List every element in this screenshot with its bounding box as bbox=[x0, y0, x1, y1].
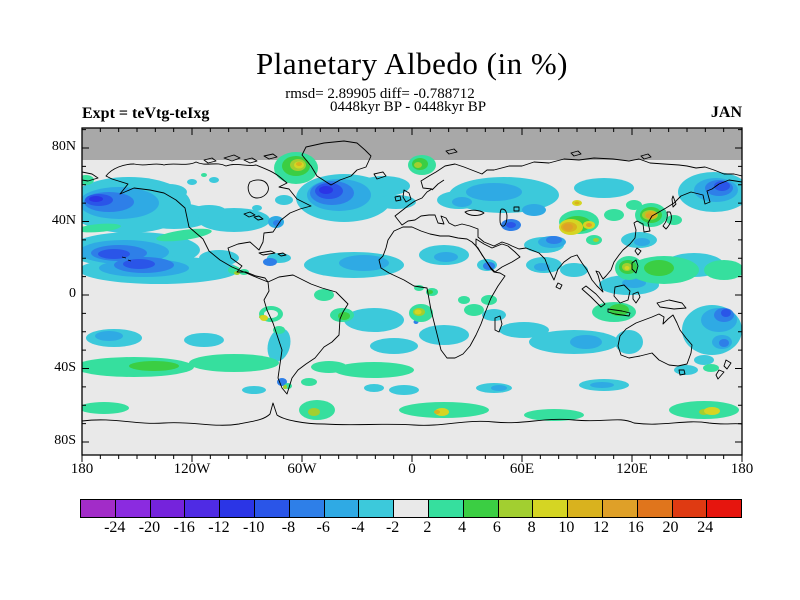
colorbar-segment bbox=[636, 500, 672, 517]
colorbar-tick-label: -4 bbox=[351, 519, 365, 536]
greenland-coast bbox=[301, 140, 372, 186]
colorbar-segment bbox=[219, 500, 254, 517]
world-map-svg bbox=[81, 127, 743, 462]
stats-line: rmsd= 2.89905 diff= -0.788712 bbox=[285, 86, 475, 102]
baltic-gulf bbox=[431, 179, 445, 191]
south-america-coast bbox=[263, 274, 349, 395]
sri-lanka bbox=[555, 282, 563, 290]
colorbar-tick-label: -8 bbox=[281, 519, 296, 536]
taiwan-hainan bbox=[634, 247, 642, 256]
madagascar bbox=[494, 315, 503, 333]
colorbar-tick-label: 24 bbox=[697, 519, 714, 536]
x-tick-label: 120W bbox=[173, 461, 211, 477]
colorbar-segment bbox=[358, 500, 394, 517]
y-tick-label: 0 bbox=[69, 286, 76, 301]
colorbar-tick-label: 10 bbox=[558, 519, 575, 536]
colorbar-tick-label: -6 bbox=[316, 519, 330, 536]
coastlines bbox=[82, 140, 742, 426]
hawaii bbox=[121, 256, 132, 262]
y-tick-label: 80S bbox=[54, 433, 76, 448]
x-tick-label: 60W bbox=[287, 461, 317, 477]
colorbar-segment bbox=[184, 500, 220, 517]
indonesia bbox=[581, 284, 641, 317]
colorbar-tick-label: -24 bbox=[104, 519, 126, 536]
australia-coast bbox=[617, 313, 693, 367]
colorbar-tick-label: -20 bbox=[138, 519, 161, 536]
british-isles bbox=[394, 189, 412, 203]
x-tick-label: 180 bbox=[70, 461, 94, 477]
new-guinea bbox=[656, 299, 687, 310]
colorbar-segment bbox=[114, 500, 150, 517]
plot-title: Planetary Albedo (in %) bbox=[256, 46, 568, 81]
colorbar-segment bbox=[706, 500, 742, 517]
aral-sea bbox=[513, 206, 520, 212]
colorbar-tick-label: -10 bbox=[243, 519, 265, 536]
africa-coast bbox=[378, 226, 506, 359]
x-tick-label: 180 bbox=[730, 461, 754, 477]
colorbar-segment bbox=[253, 500, 289, 517]
colorbar bbox=[80, 499, 742, 518]
x-tick-label: 120E bbox=[616, 461, 648, 477]
period-line: 0448kyr BP - 0448kyr BP bbox=[329, 99, 487, 115]
new-zealand bbox=[715, 359, 732, 380]
tasmania bbox=[678, 369, 686, 376]
colorbar-segment bbox=[567, 500, 602, 517]
month-label: JAN bbox=[710, 104, 742, 121]
colorbar-segment bbox=[497, 500, 533, 517]
colorbar-segment bbox=[671, 500, 707, 517]
colorbar-segment bbox=[81, 500, 115, 517]
colorbar-tick-label: 6 bbox=[492, 519, 501, 536]
arabia-coast bbox=[475, 238, 521, 273]
colorbar-tick-label: 2 bbox=[423, 519, 432, 536]
x-tick-label: 0 bbox=[408, 461, 416, 477]
colorbar-tick-label: -12 bbox=[208, 519, 230, 536]
colorbar-tick-label: 12 bbox=[593, 519, 610, 536]
contour-level-darkest-blue bbox=[89, 186, 333, 202]
japan bbox=[662, 195, 677, 230]
colorbar-tick-label: -16 bbox=[173, 519, 195, 536]
black-sea bbox=[464, 209, 485, 216]
antarctica-coast bbox=[82, 402, 742, 426]
chukotka-left-edge bbox=[82, 171, 99, 182]
great-lakes bbox=[243, 211, 264, 221]
colorbar-tick-label: 4 bbox=[458, 519, 467, 536]
iceland bbox=[373, 171, 387, 180]
philippines bbox=[631, 259, 639, 274]
colorbar-tick-label: 16 bbox=[627, 519, 644, 536]
y-tick-label: 40S bbox=[54, 359, 76, 375]
colorbar-segment bbox=[462, 500, 498, 517]
y-tick-label: 40N bbox=[51, 212, 76, 228]
colorbar-segment bbox=[149, 500, 185, 517]
y-tick-label: 80N bbox=[51, 139, 76, 154]
colorbar-segment bbox=[601, 500, 637, 517]
colorbar-tick-label: 8 bbox=[527, 519, 536, 536]
colorbar-segment bbox=[323, 500, 359, 517]
colorbar-segment bbox=[393, 500, 428, 517]
tick-marks bbox=[81, 128, 743, 462]
colorbar-segment bbox=[427, 500, 463, 517]
colorbar-segment bbox=[288, 500, 324, 517]
contour-level-orange bbox=[563, 213, 654, 231]
eurasia-coast bbox=[394, 157, 742, 293]
colorbar-tick-label: -2 bbox=[385, 519, 400, 536]
north-america-coast bbox=[105, 161, 312, 283]
colorbar-tick-label: 20 bbox=[662, 519, 679, 536]
caspian-sea bbox=[499, 208, 508, 227]
arctic-islands bbox=[203, 148, 652, 164]
x-tick-label: 60E bbox=[509, 461, 535, 477]
experiment-label: Expt = teVtg-teIxg bbox=[82, 105, 210, 122]
colorbar-segment bbox=[532, 500, 568, 517]
hudson-bay bbox=[247, 179, 269, 199]
anomaly-contours bbox=[82, 152, 742, 421]
cuba bbox=[258, 250, 287, 257]
